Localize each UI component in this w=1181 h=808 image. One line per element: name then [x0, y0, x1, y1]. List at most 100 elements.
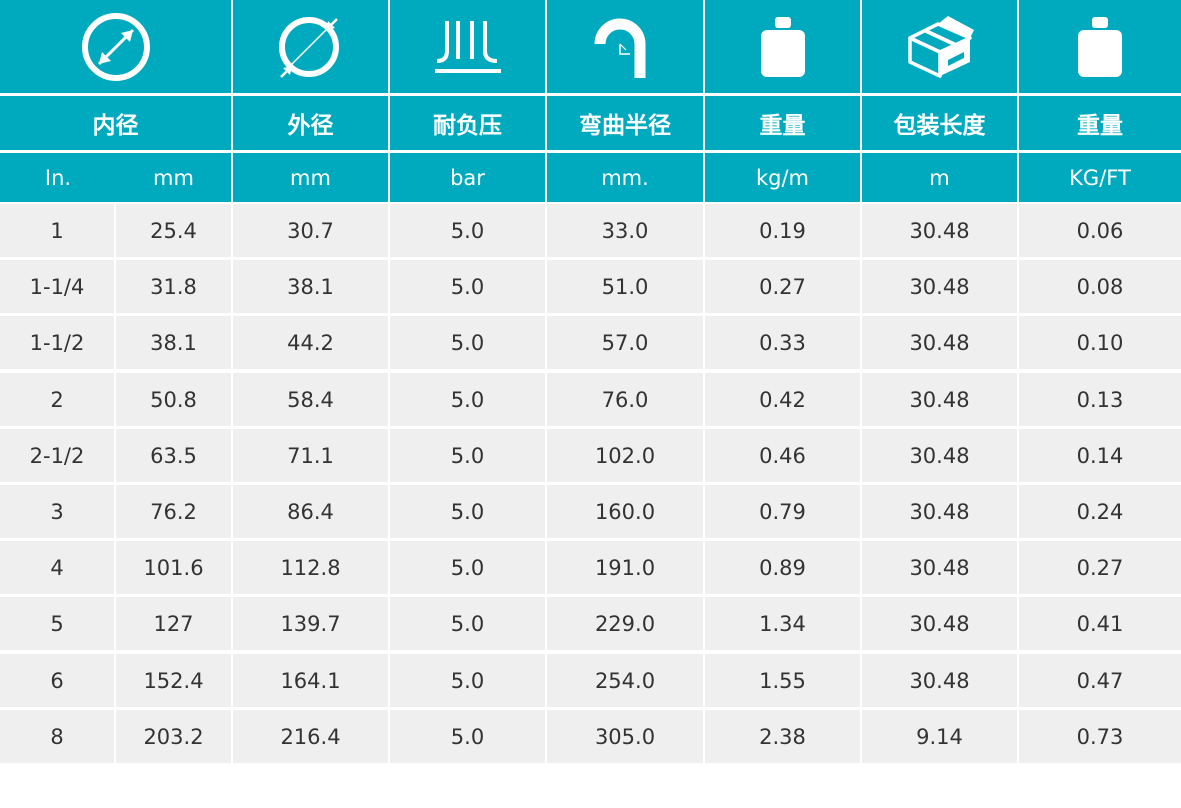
column-title: 外径	[233, 96, 388, 150]
table-cell: 30.48	[862, 260, 1017, 313]
table-cell: 5.0	[390, 429, 545, 482]
table-cell: 0.73	[1019, 710, 1181, 763]
table-cell: 30.7	[233, 204, 388, 257]
table-cell: 3	[0, 485, 114, 538]
table-cell: 139.7	[233, 597, 388, 650]
table-cell: 160.0	[547, 485, 703, 538]
column-unit: mm	[233, 153, 388, 202]
table-cell: 0.47	[1019, 654, 1181, 707]
table-cell: 25.4	[116, 204, 231, 257]
table-cell: 0.41	[1019, 597, 1181, 650]
table-cell: 38.1	[116, 316, 231, 369]
table-cell: 191.0	[547, 541, 703, 594]
column-title: 重量	[705, 96, 860, 150]
table-cell: 203.2	[116, 710, 231, 763]
weight-icon	[758, 16, 808, 78]
table-cell: 5.0	[390, 260, 545, 313]
table-cell: 5.0	[390, 541, 545, 594]
column-icon-cell	[1019, 0, 1181, 93]
table-cell: 33.0	[547, 204, 703, 257]
column-icon-cell	[862, 0, 1017, 93]
column-icon-cell	[390, 0, 545, 93]
table-cell: 102.0	[547, 429, 703, 482]
table-cell: 254.0	[547, 654, 703, 707]
column-unit: KG/FT	[1019, 153, 1181, 202]
table-cell: 86.4	[233, 485, 388, 538]
table-cell: 1	[0, 204, 114, 257]
table-cell: 71.1	[233, 429, 388, 482]
table-cell: 5.0	[390, 710, 545, 763]
table-cell: 127	[116, 597, 231, 650]
table-cell: 1.34	[705, 597, 860, 650]
column-icon-cell	[0, 0, 231, 93]
table-cell: 0.42	[705, 373, 860, 426]
table-cell: 58.4	[233, 373, 388, 426]
table-cell: 0.89	[705, 541, 860, 594]
table-cell: 76.0	[547, 373, 703, 426]
table-cell: 5.0	[390, 597, 545, 650]
column-unit: kg/m	[705, 153, 860, 202]
table-cell: 30.48	[862, 597, 1017, 650]
table-cell: 30.48	[862, 485, 1017, 538]
table-cell: 30.48	[862, 204, 1017, 257]
column-unit: mm	[116, 153, 231, 202]
column-title: 弯曲半径	[547, 96, 703, 150]
table-cell: 164.1	[233, 654, 388, 707]
table-cell: 305.0	[547, 710, 703, 763]
column-title: 耐负压	[390, 96, 545, 150]
table-cell: 30.48	[862, 373, 1017, 426]
table-cell: 5.0	[390, 654, 545, 707]
column-icon-cell	[233, 0, 388, 93]
table-cell: 0.19	[705, 204, 860, 257]
table-cell: 112.8	[233, 541, 388, 594]
column-title: 包装长度	[862, 96, 1017, 150]
table-cell: 0.46	[705, 429, 860, 482]
table-cell: 31.8	[116, 260, 231, 313]
column-unit: bar	[390, 153, 545, 202]
table-cell: 30.48	[862, 316, 1017, 369]
table-cell: 229.0	[547, 597, 703, 650]
table-cell: 30.48	[862, 654, 1017, 707]
table-cell: 5	[0, 597, 114, 650]
table-cell: 2.38	[705, 710, 860, 763]
table-cell: 2-1/2	[0, 429, 114, 482]
table-cell: 38.1	[233, 260, 388, 313]
column-unit: m	[862, 153, 1017, 202]
inner-diameter-icon	[79, 10, 153, 84]
table-cell: 9.14	[862, 710, 1017, 763]
table-cell: 4	[0, 541, 114, 594]
column-icon-cell	[705, 0, 860, 93]
table-cell: 6	[0, 654, 114, 707]
table-cell: 57.0	[547, 316, 703, 369]
table-cell: 0.79	[705, 485, 860, 538]
table-cell: 5.0	[390, 373, 545, 426]
column-icon-cell	[547, 0, 703, 93]
bend-radius-icon	[592, 14, 658, 80]
table-cell: 0.14	[1019, 429, 1181, 482]
table-cell: 5.0	[390, 485, 545, 538]
table-cell: 1.55	[705, 654, 860, 707]
table-cell: 30.48	[862, 541, 1017, 594]
column-unit: In.	[0, 153, 116, 202]
table-cell: 152.4	[116, 654, 231, 707]
table-cell: 1-1/4	[0, 260, 114, 313]
table-cell: 76.2	[116, 485, 231, 538]
table-cell: 5.0	[390, 316, 545, 369]
table-cell: 0.13	[1019, 373, 1181, 426]
table-cell: 0.08	[1019, 260, 1181, 313]
table-cell: 63.5	[116, 429, 231, 482]
column-title: 内径	[0, 96, 231, 150]
table-cell: 5.0	[390, 204, 545, 257]
column-title: 重量	[1019, 96, 1181, 150]
table-cell: 0.27	[1019, 541, 1181, 594]
outer-diameter-icon	[271, 7, 351, 87]
table-cell: 51.0	[547, 260, 703, 313]
table-cell: 0.24	[1019, 485, 1181, 538]
table-cell: 216.4	[233, 710, 388, 763]
table-cell: 0.10	[1019, 316, 1181, 369]
table-cell: 0.06	[1019, 204, 1181, 257]
table-cell: 50.8	[116, 373, 231, 426]
table-cell: 8	[0, 710, 114, 763]
package-box-icon	[904, 14, 976, 80]
weight-icon	[1075, 16, 1125, 78]
